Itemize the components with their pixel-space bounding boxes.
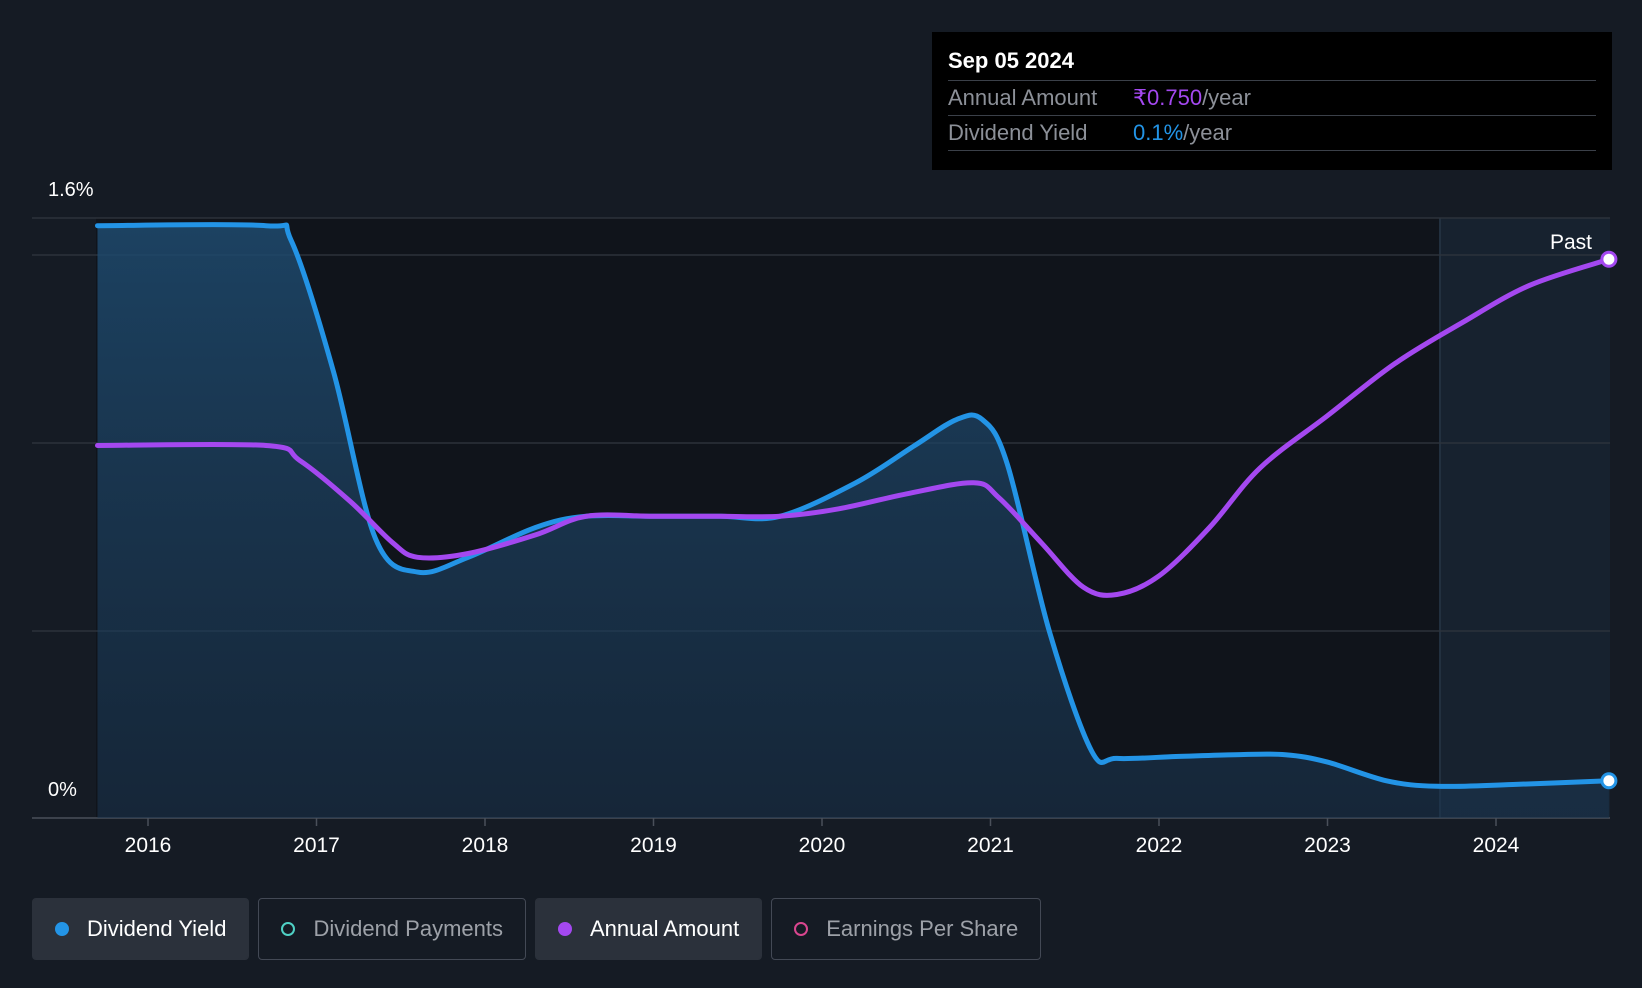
legend-dot-icon <box>557 922 572 936</box>
legend-ring-icon <box>281 922 296 936</box>
x-tick-label: 2016 <box>125 834 172 857</box>
tooltip-value: ₹0.750 <box>1133 85 1203 110</box>
y-tick-label: 0% <box>48 779 77 801</box>
x-tick-label: 2017 <box>293 834 340 857</box>
dividend-yield-area <box>97 224 1609 819</box>
x-tick-label: 2021 <box>967 834 1014 857</box>
legend-dividend-payments[interactable]: Dividend Payments <box>258 898 526 960</box>
annual-amount-line <box>95 256 1612 598</box>
legend-dot-icon <box>55 922 69 936</box>
dividend-yield-end-marker <box>1600 772 1618 790</box>
tooltip-label: Annual Amount <box>948 85 1098 110</box>
x-tick-label: 2023 <box>1304 834 1351 857</box>
dividend-yield-line <box>95 222 1612 789</box>
x-tick-label: 2022 <box>1136 834 1183 857</box>
past-region <box>1440 218 1610 818</box>
tooltip-unit: /year <box>1183 120 1233 145</box>
tooltip-row-annual-amount: Annual Amount ₹0.750 /year <box>948 80 1596 115</box>
legend: Dividend Yield Dividend Payments Annual … <box>32 898 1042 960</box>
legend-label: Annual Amount <box>589 916 740 941</box>
legend-label: Dividend Payments <box>313 916 503 941</box>
legend-ring-icon <box>794 922 809 936</box>
tooltip-row-dividend-yield: Dividend Yield 0.1% /year <box>948 115 1596 151</box>
legend-annual-amount[interactable]: Annual Amount <box>534 898 763 960</box>
x-tick-label: 2024 <box>1473 834 1520 857</box>
annual-amount-end-marker <box>1600 250 1618 268</box>
x-tick-label: 2020 <box>799 834 846 857</box>
legend-dividend-yield[interactable]: Dividend Yield <box>32 898 250 960</box>
y-tick-label: 1.6% <box>48 179 94 201</box>
legend-label: Earnings Per Share <box>826 916 1019 941</box>
tooltip: Sep 05 2024 Annual Amount ₹0.750 /year D… <box>932 32 1612 170</box>
x-tick-label: 2019 <box>630 834 677 857</box>
x-tick-label: 2018 <box>462 834 509 857</box>
tooltip-date: Sep 05 2024 <box>948 48 1074 73</box>
tooltip-label: Dividend Yield <box>948 120 1088 145</box>
legend-earnings-per-share[interactable]: Earnings Per Share <box>771 898 1042 960</box>
tooltip-unit: /year <box>1202 85 1251 110</box>
past-label: Past <box>1550 231 1592 254</box>
legend-label: Dividend Yield <box>87 916 227 941</box>
tooltip-value: 0.1% <box>1133 120 1184 145</box>
